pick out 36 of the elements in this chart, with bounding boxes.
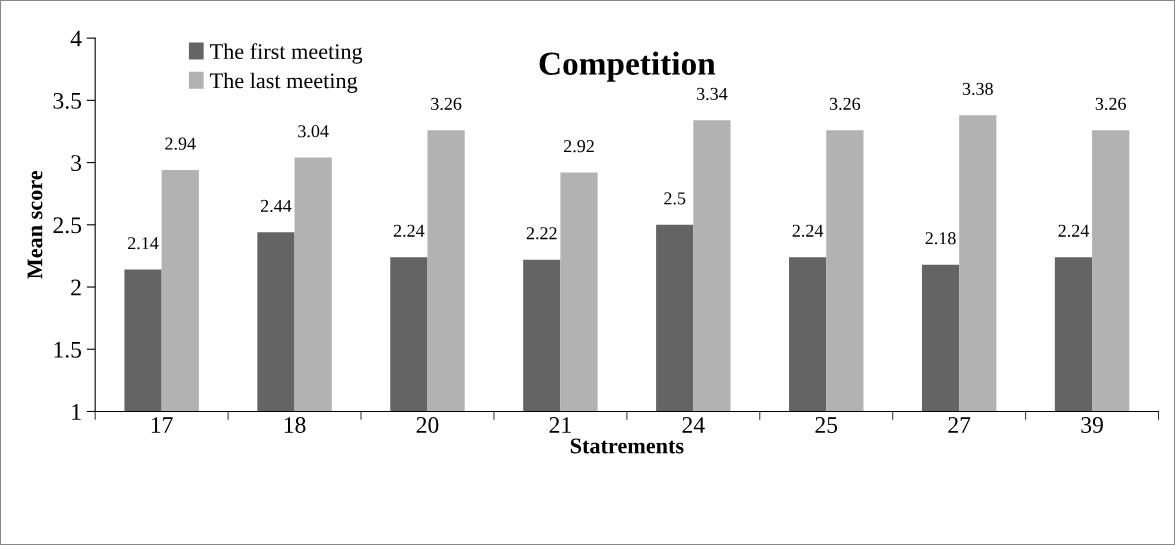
data-label: 3.38 <box>962 82 993 96</box>
data-label: 3.34 <box>697 87 728 101</box>
legend-label: The last meeting <box>210 72 358 93</box>
data-label: 2.24 <box>393 224 425 237</box>
data-label: 2.24 <box>1058 224 1089 237</box>
data-label: 2.14 <box>128 237 159 250</box>
x-tick-label: 21 <box>549 417 571 433</box>
y-tick-label: 1 <box>72 404 81 420</box>
y-tick-label: 3 <box>71 155 82 172</box>
data-label: 2.92 <box>564 140 594 153</box>
x-tick-label: 25 <box>815 417 838 433</box>
data-label: 3.26 <box>431 97 462 110</box>
y-axis-title: Mean score <box>27 170 43 279</box>
data-label: 3.04 <box>298 125 329 138</box>
x-tick-label: 24 <box>682 417 705 433</box>
data-label: 3.26 <box>1095 97 1126 110</box>
y-tick-label: 2 <box>71 279 81 296</box>
y-tick-label: 4 <box>70 30 82 47</box>
data-label: 2.24 <box>792 224 824 237</box>
x-tick-label: 27 <box>948 417 971 433</box>
legend-label: The first meeting <box>210 43 363 64</box>
data-label: 2.94 <box>165 137 196 150</box>
data-label: 2.5 <box>664 192 686 205</box>
chart-title: Competition <box>539 51 716 82</box>
data-label: 3.26 <box>829 97 861 110</box>
y-tick-label: 2.5 <box>53 217 82 234</box>
x-tick-label: 18 <box>284 417 306 433</box>
x-tick-label: 17 <box>151 417 173 433</box>
data-label: 2.22 <box>526 227 557 240</box>
data-label: 2.18 <box>925 232 956 245</box>
x-tick-label: 39 <box>1081 417 1103 433</box>
y-tick-label: 3.5 <box>53 92 82 109</box>
x-tick-label: 20 <box>416 417 439 433</box>
y-tick-label: 1.5 <box>54 341 82 358</box>
x-axis-title: Statrements <box>570 438 684 454</box>
data-label: 2.44 <box>260 199 292 213</box>
